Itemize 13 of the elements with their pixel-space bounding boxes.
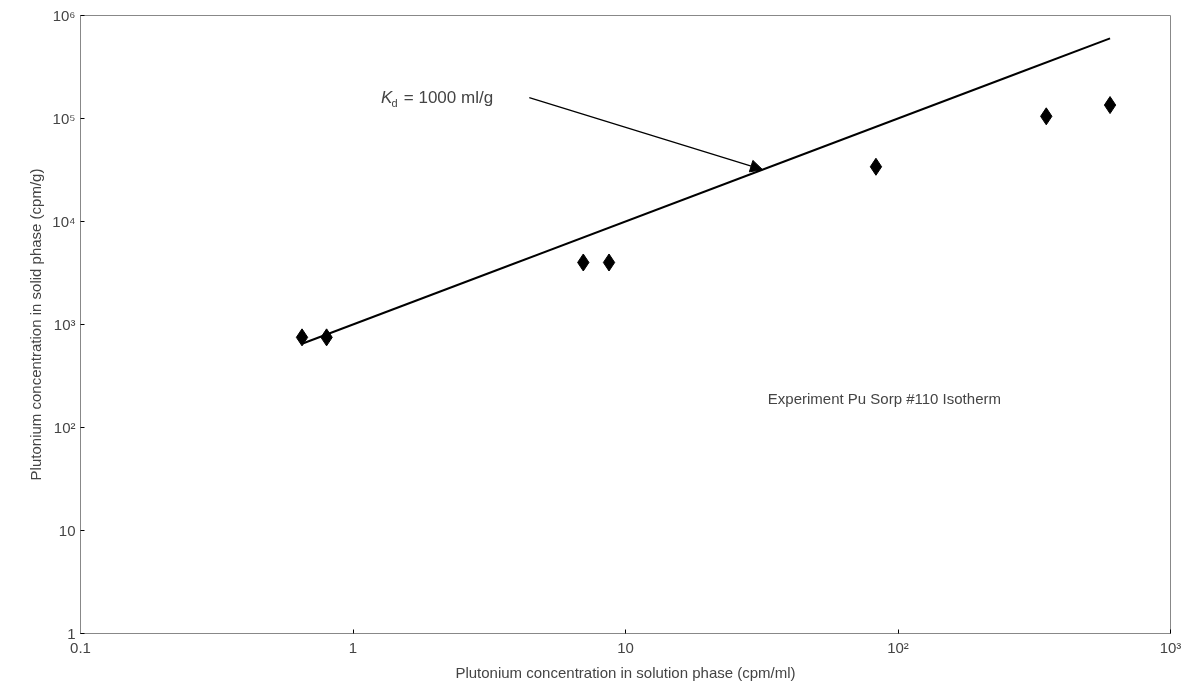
y-axis-title: Plutonium concentration in solid phase (cpm/g) [27, 168, 45, 481]
y-tick-label: 10³ [53, 316, 76, 333]
y-tick-label: 10⁵ [52, 110, 76, 127]
y-tick-label: 10 [58, 522, 76, 539]
x-tick-label: 10³ [1159, 638, 1182, 656]
x-axis-title: Plutonium concentration in solution phase (cpm/ml) [455, 663, 796, 681]
x-tick-label: 10 [617, 638, 634, 656]
y-tick-label: 10⁴ [52, 213, 76, 230]
annotation: Experiment Pu Sorp #110 Isotherm [767, 389, 1001, 407]
y-tick-label: 10² [53, 419, 76, 436]
x-tick-label: 1 [348, 638, 358, 656]
x-tick-label: 10² [887, 638, 909, 656]
y-tick-label: 10⁶ [52, 7, 76, 24]
